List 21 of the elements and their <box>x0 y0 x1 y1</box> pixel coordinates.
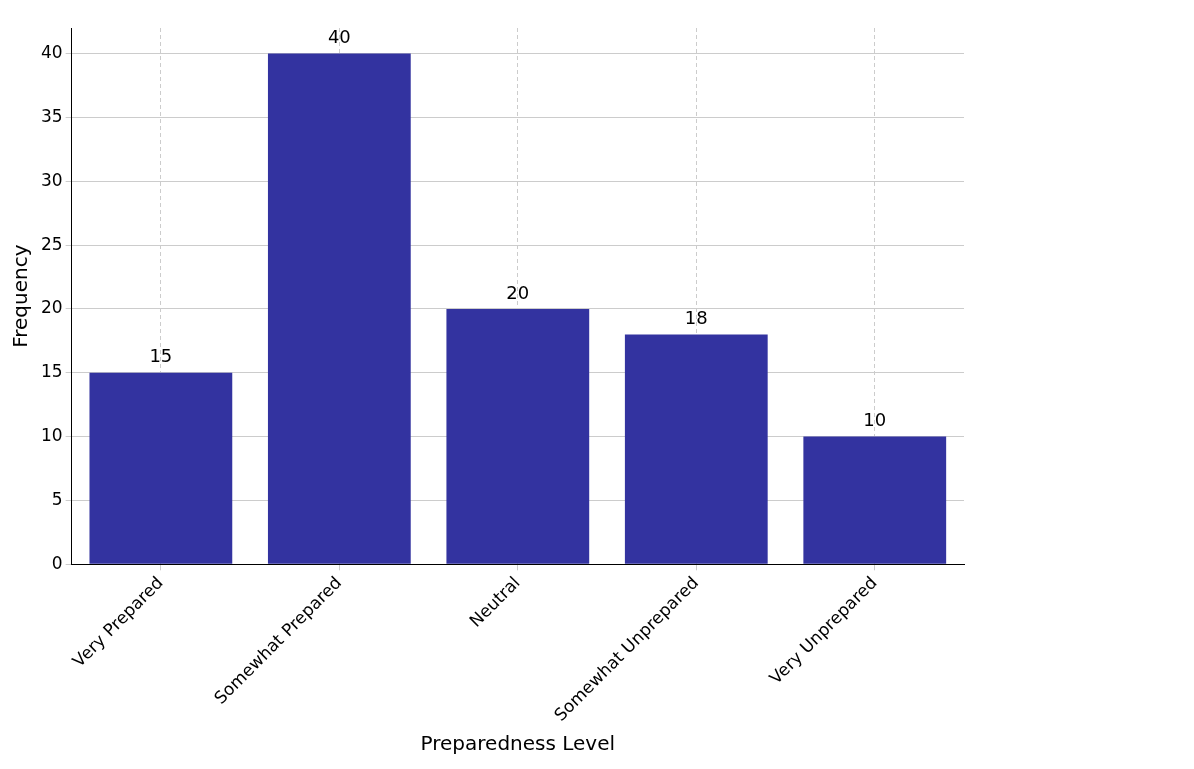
y-tick-label: 20 <box>40 297 63 318</box>
y-tick-label: 35 <box>40 105 63 126</box>
data-label: 40 <box>327 26 351 48</box>
y-tick-label: 15 <box>40 361 63 382</box>
y-axis-title: Frequency <box>8 244 33 348</box>
data-label: 20 <box>506 281 530 303</box>
bar <box>267 53 411 564</box>
y-tick-label: 25 <box>40 233 63 254</box>
y-tick-label: 30 <box>40 169 63 190</box>
bar <box>803 436 947 564</box>
data-label: 15 <box>149 345 173 367</box>
x-axis-title: Preparedness Level <box>420 731 616 756</box>
data-label: 18 <box>684 307 708 329</box>
data-label: 10 <box>863 409 887 431</box>
y-tick-label: 0 <box>51 552 63 573</box>
bar <box>446 308 590 564</box>
bar <box>624 334 768 564</box>
y-tick-label: 40 <box>40 41 63 62</box>
bar <box>89 372 233 564</box>
y-tick-label: 10 <box>40 425 63 446</box>
y-tick-label: 5 <box>51 488 63 509</box>
